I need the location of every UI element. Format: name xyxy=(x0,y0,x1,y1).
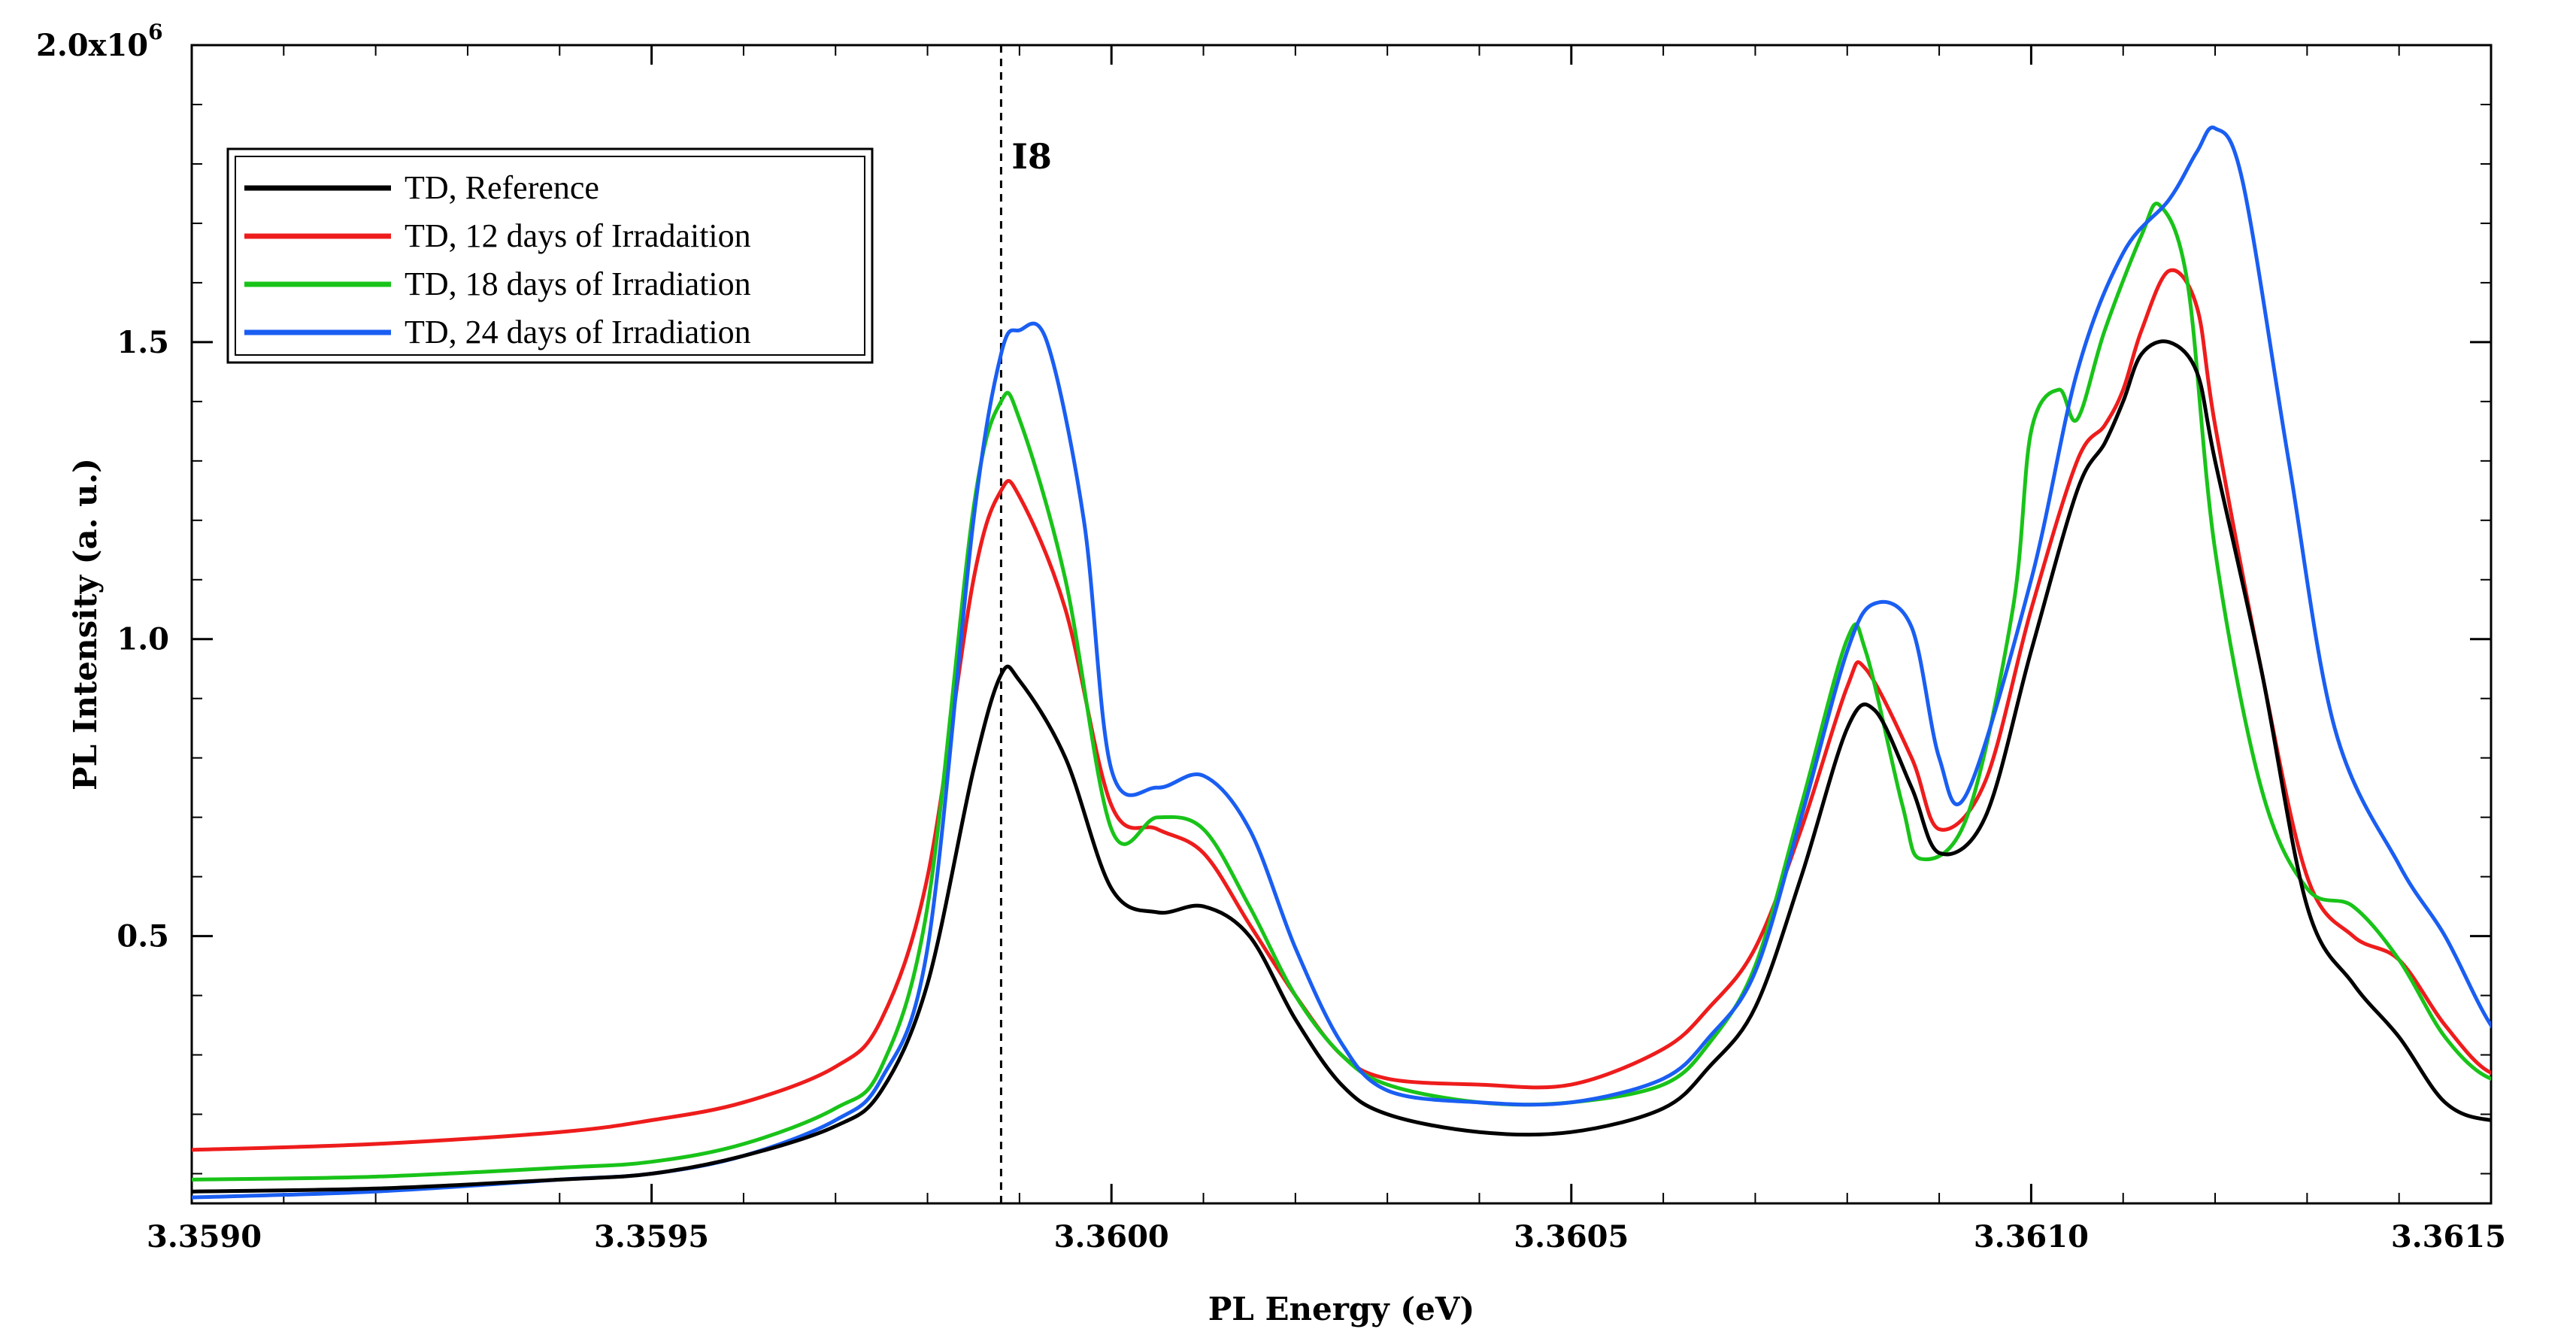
series-group xyxy=(192,125,2491,1200)
x-tick-label: 3.3605 xyxy=(1514,1219,1629,1255)
y-tick-label: 2.0x106 xyxy=(36,20,163,63)
legend: TD, Reference TD, 12 days of Irradaition T… xyxy=(226,147,874,364)
y-tick-label: 1.5 xyxy=(117,325,169,360)
legend-label-24-days: TD, 24 days of Irradiation xyxy=(405,314,751,350)
y-tick-label: 0.5 xyxy=(117,919,169,954)
legend-frame-outer xyxy=(226,147,874,364)
x-tick-label: 3.3600 xyxy=(1054,1219,1169,1255)
x-axis-title: PL Energy (eV) xyxy=(1208,1291,1475,1327)
y-tick-label: 1.0 xyxy=(117,622,169,657)
y-exponent: 6 xyxy=(148,20,162,44)
legend-label-reference: TD, Reference xyxy=(405,169,599,206)
series-line-reference xyxy=(192,339,2491,1194)
x-tick-label: 3.3595 xyxy=(594,1219,709,1255)
x-axis: 3.3590 3.3595 3.3600 3.3605 3.3610 3.3615 xyxy=(147,45,2506,1255)
series-line-24-days xyxy=(192,125,2491,1200)
x-tick-label: 3.3610 xyxy=(1974,1219,2089,1255)
legend-frame-inner xyxy=(235,156,865,356)
legend-label-18-days: TD, 18 days of Irradiation xyxy=(405,265,751,302)
i8-annotation: I8 xyxy=(1011,136,1052,177)
x-tick-label: 3.3590 xyxy=(147,1219,262,1255)
x-tick-label: 3.3615 xyxy=(2391,1219,2506,1255)
series-line-18-days xyxy=(192,202,2491,1182)
legend-label-12-days: TD, 12 days of Irradaition xyxy=(405,217,751,254)
y-axis-title: PL Intensity (a. u.) xyxy=(67,458,104,790)
